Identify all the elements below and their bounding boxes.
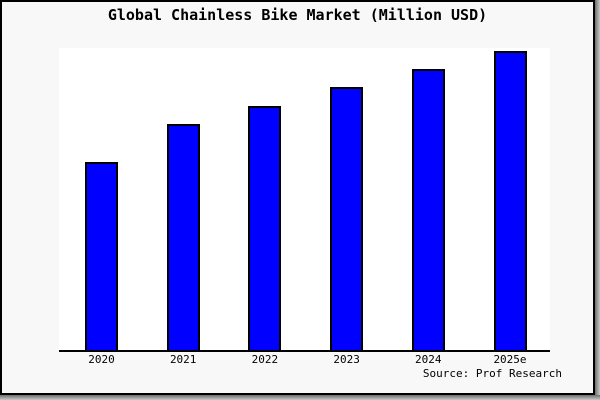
- bar-2021: [166, 123, 200, 350]
- plot-area: [59, 48, 550, 350]
- x-tick-label-2022: 2022: [251, 353, 279, 366]
- x-tick-label-2023: 2023: [333, 353, 360, 366]
- frame-shadow-right: [595, 0, 600, 400]
- x-tick-label-2025e: 2025e: [493, 353, 527, 366]
- x-tick-label-2020: 2020: [88, 353, 115, 366]
- x-tick-label-2021: 2021: [169, 353, 197, 366]
- bar-2023: [330, 86, 364, 350]
- chart-title: Global Chainless Bike Market (Million US…: [107, 6, 488, 24]
- bar-2025e: [493, 51, 527, 350]
- source-note: Source: Prof Research: [422, 367, 562, 380]
- bar-2024: [411, 68, 445, 350]
- bar-2022: [248, 106, 282, 350]
- x-axis-line: [59, 350, 550, 352]
- x-tick-label-2024: 2024: [415, 353, 442, 366]
- frame-shadow-bottom: [0, 395, 600, 400]
- bar-2020: [85, 161, 118, 350]
